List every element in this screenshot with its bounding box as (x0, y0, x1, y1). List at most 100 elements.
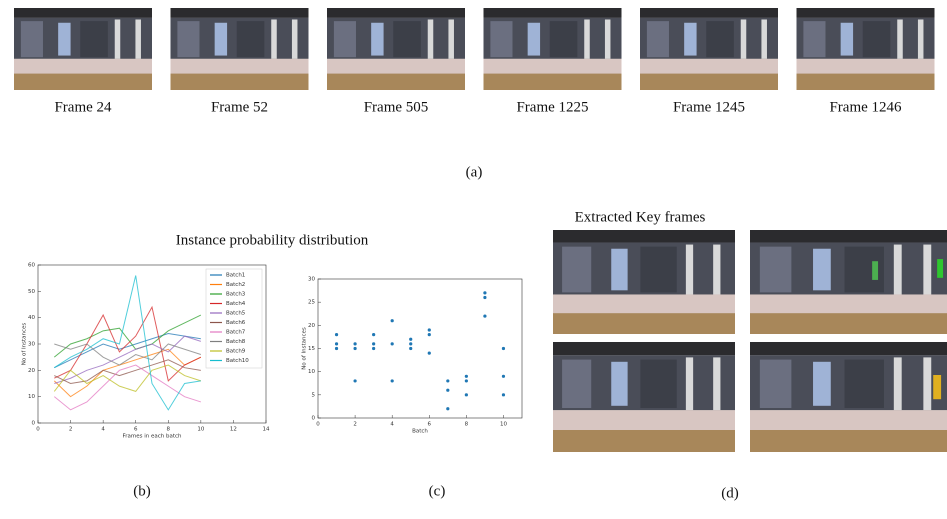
video-frame (640, 8, 778, 90)
y-tick-label: 0 (32, 421, 36, 427)
point (428, 352, 431, 355)
point (446, 389, 449, 392)
frame-label: Frame 505 (364, 99, 429, 115)
legend-label: Batch7 (226, 330, 246, 336)
y-tick-label: 10 (28, 394, 35, 400)
x-tick-label: 8 (465, 422, 469, 428)
point (428, 328, 431, 331)
point (502, 393, 505, 396)
x-tick-label: 12 (230, 427, 237, 433)
video-frame (797, 8, 935, 90)
legend-label: Batch4 (226, 301, 246, 307)
legend-label: Batch8 (226, 339, 246, 345)
y-tick-label: 40 (28, 315, 35, 321)
legend-label: Batch1 (226, 273, 245, 279)
point (483, 291, 486, 294)
point (483, 314, 486, 317)
x-tick-label: 14 (263, 427, 270, 433)
x-tick-label: 10 (197, 427, 204, 433)
point (409, 338, 412, 341)
legend-label: Batch5 (226, 311, 246, 317)
x-tick-label: 6 (134, 427, 138, 433)
caption: (b) (133, 483, 151, 499)
y-tick-label: 15 (308, 346, 315, 352)
point (409, 347, 412, 350)
chart-title: Instance probability distribution (176, 232, 369, 248)
frame-label: Frame 1225 (516, 99, 588, 115)
point (353, 342, 356, 345)
y-tick-label: 20 (308, 323, 315, 329)
line-series (54, 307, 201, 381)
point (465, 375, 468, 378)
caption: (c) (429, 483, 446, 499)
point (391, 379, 394, 382)
frame-label: Frame 1245 (673, 99, 745, 115)
y-tick-label: 50 (28, 289, 35, 295)
x-tick-label: 0 (36, 427, 40, 433)
video-frame (171, 8, 309, 90)
frame-label: Frame 52 (211, 99, 268, 115)
legend-label: Batch10 (226, 358, 249, 364)
line-series (54, 276, 201, 410)
y-tick-label: 20 (28, 368, 35, 374)
point (353, 347, 356, 350)
y-axis-label: No of Instances (302, 327, 308, 370)
legend-label: Batch9 (226, 349, 246, 355)
x-tick-label: 2 (69, 427, 73, 433)
video-frame (14, 8, 152, 90)
point (446, 379, 449, 382)
x-axis-label: Batch (412, 429, 428, 435)
figure: Frame 24 Frame 52 Frame 505 Frame 1225 Frame… (0, 0, 947, 519)
point (372, 342, 375, 345)
line-series (54, 365, 201, 391)
point (353, 379, 356, 382)
y-tick-label: 30 (28, 342, 35, 348)
point (391, 319, 394, 322)
key-frame (750, 230, 947, 334)
point (502, 375, 505, 378)
point (372, 347, 375, 350)
point (335, 347, 338, 350)
frame-label: Frame 1246 (829, 99, 902, 115)
key-frame (553, 342, 735, 452)
frame-label: Frame 24 (54, 99, 112, 115)
key-frames (553, 230, 947, 452)
key-frame (750, 342, 947, 452)
point (335, 333, 338, 336)
line-series (54, 315, 201, 357)
point (465, 379, 468, 382)
x-tick-label: 8 (167, 427, 171, 433)
y-tick-label: 0 (312, 416, 316, 422)
y-tick-label: 60 (28, 263, 35, 269)
point (446, 407, 449, 410)
caption: (a) (466, 164, 483, 180)
point (502, 347, 505, 350)
y-tick-label: 25 (308, 300, 315, 306)
point (409, 342, 412, 345)
y-tick-label: 5 (312, 392, 316, 398)
frame-row: Frame 24 Frame 52 Frame 505 Frame 1225 Frame… (14, 8, 935, 115)
plot-frame (318, 279, 522, 418)
x-axis-label: Frames in each batch (122, 434, 182, 440)
key-frame (553, 230, 735, 334)
y-axis-label: No of Instances (22, 323, 28, 366)
caption: (d) (721, 485, 739, 501)
legend-label: Batch3 (226, 292, 246, 298)
x-tick-label: 10 (500, 422, 507, 428)
x-tick-label: 4 (101, 427, 105, 433)
y-tick-label: 10 (308, 369, 315, 375)
point (483, 296, 486, 299)
x-tick-label: 6 (428, 422, 432, 428)
x-tick-label: 2 (353, 422, 357, 428)
point (428, 333, 431, 336)
legend-label: Batch2 (226, 282, 245, 288)
y-tick-label: 30 (308, 277, 315, 283)
x-tick-label: 4 (390, 422, 394, 428)
point (465, 393, 468, 396)
point (372, 333, 375, 336)
x-tick-label: 0 (316, 422, 320, 428)
video-frame (327, 8, 465, 90)
point (391, 342, 394, 345)
key-frames-title: Extracted Key frames (575, 209, 706, 225)
point (335, 342, 338, 345)
